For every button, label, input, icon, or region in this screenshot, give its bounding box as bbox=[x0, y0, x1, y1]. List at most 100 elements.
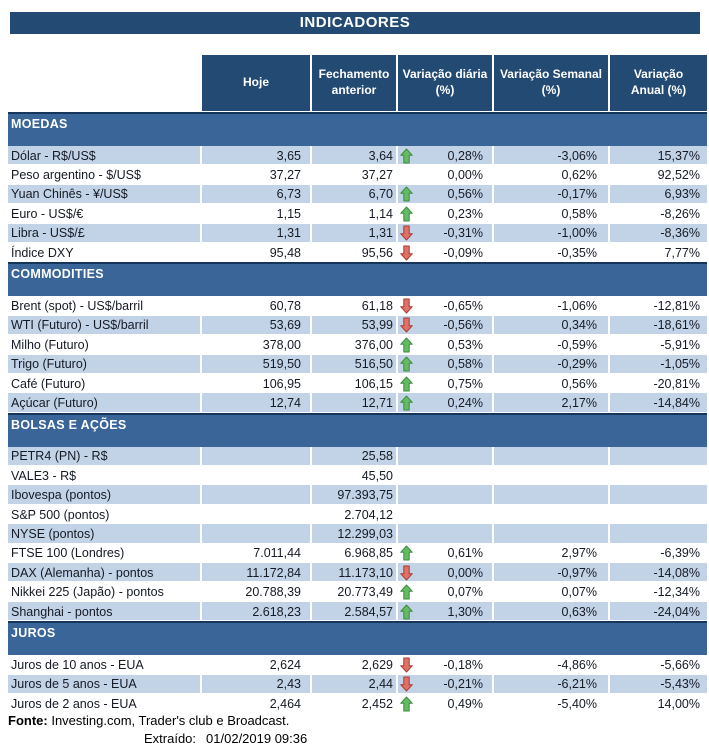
row-label: Índice DXY bbox=[11, 245, 74, 260]
value-fechamento-anterior: 12,71 bbox=[312, 393, 396, 413]
value-variacao-diaria: -0,31% bbox=[398, 223, 492, 243]
column-header-variacao-anual: Variação Anual (%) bbox=[610, 55, 707, 111]
column-header-hoje: Hoje bbox=[202, 55, 310, 111]
value-variacao-semanal bbox=[494, 485, 608, 505]
value-variacao-anual: 7,77% bbox=[664, 245, 700, 260]
value-variacao-anual: -5,91% bbox=[660, 337, 700, 352]
row-label: Yuan Chinês - ¥/US$ bbox=[8, 184, 200, 205]
value-fechamento-anterior: 45,50 bbox=[361, 468, 393, 483]
down-arrow-icon bbox=[400, 245, 413, 261]
value-fechamento-anterior: 12.299,03 bbox=[312, 524, 396, 544]
value-fechamento-anterior: 95,56 bbox=[361, 245, 393, 260]
value-variacao-anual: 15,37% bbox=[610, 146, 707, 166]
row-label: PETR4 (PN) - R$ bbox=[8, 446, 200, 467]
value-fechamento-anterior: 2.584,57 bbox=[312, 601, 396, 622]
value-fechamento-anterior: 37,27 bbox=[361, 168, 393, 183]
table-row-nikkei-225-japao-pontos: Nikkei 225 (Japão) - pontos 20.788,39 20.7… bbox=[8, 582, 707, 601]
value-variacao-diaria: 0,07% bbox=[398, 582, 492, 601]
value-hoje: 60,78 bbox=[269, 299, 301, 314]
value-variacao-semanal: -0,35% bbox=[557, 245, 597, 260]
value-fechamento-anterior: 25,58 bbox=[312, 446, 396, 467]
value-hoje: 12,74 bbox=[202, 393, 310, 413]
value-fechamento-anterior: 11.173,10 bbox=[312, 563, 396, 583]
value-variacao-semanal: 0,34% bbox=[494, 315, 608, 336]
up-arrow-icon bbox=[400, 376, 413, 392]
value-hoje: 11.172,84 bbox=[202, 563, 310, 583]
value-variacao-anual bbox=[610, 466, 707, 485]
table-row-peso-argentino-us: Peso argentino - $/US$ 37,27 37,27 0,00% 0,6… bbox=[8, 165, 707, 184]
value-variacao-diaria: 0,00% bbox=[447, 168, 483, 183]
value-variacao-anual bbox=[610, 485, 707, 505]
value-variacao-diaria: 0,53% bbox=[398, 335, 492, 354]
value-hoje: 95,48 bbox=[269, 245, 301, 260]
value-variacao-diaria: 0,61% bbox=[398, 544, 492, 563]
value-hoje: 20.788,39 bbox=[245, 585, 301, 600]
value-hoje: 3,65 bbox=[202, 146, 310, 166]
value-fechamento-anterior: 2.704,12 bbox=[344, 507, 393, 522]
value-variacao-semanal: -1,06% bbox=[557, 299, 597, 314]
value-fechamento-anterior: 2,44 bbox=[312, 674, 396, 694]
value-variacao-diaria bbox=[398, 446, 492, 467]
section-header-commodities: COMMODITIES bbox=[8, 262, 707, 297]
value-fechamento-anterior: 376,00 bbox=[354, 337, 393, 352]
row-label: Açúcar (Futuro) bbox=[8, 393, 200, 413]
value-variacao-semanal: -5,40% bbox=[557, 696, 597, 711]
value-variacao-diaria: -0,65% bbox=[398, 296, 492, 315]
value-hoje: 106,95 bbox=[262, 376, 301, 391]
value-variacao-semanal bbox=[494, 466, 608, 485]
value-variacao-anual: -8,36% bbox=[610, 223, 707, 243]
value-variacao-semanal: -6,21% bbox=[494, 674, 608, 694]
value-variacao-diaria: 1,30% bbox=[398, 601, 492, 622]
column-header-empty bbox=[8, 55, 200, 111]
row-label: DAX (Alemanha) - pontos bbox=[8, 563, 200, 583]
table-row-yuan-chines-us: Yuan Chinês - ¥/US$ 6,73 6,70 0,56% -0,17% 6,… bbox=[8, 184, 707, 205]
row-label: NYSE (pontos) bbox=[8, 524, 200, 544]
value-fechamento-anterior: 1,31 bbox=[312, 223, 396, 243]
value-variacao-anual: -12,34% bbox=[653, 585, 700, 600]
value-fechamento-anterior: 53,99 bbox=[312, 315, 396, 336]
value-variacao-semanal: 0,62% bbox=[561, 168, 597, 183]
value-hoje bbox=[202, 485, 310, 505]
value-hoje: 378,00 bbox=[262, 337, 301, 352]
value-variacao-semanal bbox=[494, 446, 608, 467]
value-variacao-diaria: 0,23% bbox=[398, 204, 492, 223]
up-arrow-icon bbox=[400, 206, 413, 222]
value-fechamento-anterior: 61,18 bbox=[361, 299, 393, 314]
up-arrow-icon bbox=[400, 696, 413, 712]
table-row-euro-us: Euro - US$/€ 1,15 1,14 0,23% 0,58% -8,26% bbox=[8, 204, 707, 223]
up-arrow-icon bbox=[400, 337, 413, 353]
value-fechamento-anterior: 2,629 bbox=[361, 657, 393, 672]
row-label: Peso argentino - $/US$ bbox=[11, 168, 141, 183]
value-hoje: 1,31 bbox=[202, 223, 310, 243]
value-variacao-diaria bbox=[398, 485, 492, 505]
value-variacao-anual: -6,39% bbox=[660, 546, 700, 561]
down-arrow-icon bbox=[400, 225, 413, 241]
row-label: Dólar - R$/US$ bbox=[8, 146, 200, 166]
table-row-milho-futuro: Milho (Futuro) 378,00 376,00 0,53% -0,59% -5,… bbox=[8, 335, 707, 354]
table-row-libra-us: Libra - US$/£ 1,31 1,31 -0,31% -1,00% -8,36% bbox=[8, 223, 707, 243]
value-variacao-anual: -5,43% bbox=[610, 674, 707, 694]
value-variacao-diaria: 0,28% bbox=[398, 146, 492, 166]
value-variacao-diaria bbox=[398, 505, 492, 524]
value-variacao-anual bbox=[610, 524, 707, 544]
value-variacao-semanal: 0,56% bbox=[561, 376, 597, 391]
value-variacao-semanal: -0,59% bbox=[557, 337, 597, 352]
value-hoje: 7.011,44 bbox=[253, 546, 301, 561]
up-arrow-icon bbox=[400, 545, 413, 561]
table-row-ftse-100-londres: FTSE 100 (Londres) 7.011,44 6.968,85 0,61% 2… bbox=[8, 544, 707, 563]
value-hoje bbox=[202, 505, 310, 524]
value-variacao-diaria: 0,49% bbox=[398, 694, 492, 713]
value-variacao-semanal: -0,29% bbox=[494, 354, 608, 374]
down-arrow-icon bbox=[400, 676, 413, 692]
up-arrow-icon bbox=[400, 186, 413, 202]
value-fechamento-anterior: 516,50 bbox=[312, 354, 396, 374]
table-row-trigo-futuro: Trigo (Futuro) 519,50 516,50 0,58% -0,29% -1,… bbox=[8, 354, 707, 374]
up-arrow-icon bbox=[400, 356, 413, 372]
value-variacao-semanal: -1,00% bbox=[494, 223, 608, 243]
value-variacao-diaria: 0,56% bbox=[398, 184, 492, 205]
down-arrow-icon bbox=[400, 657, 413, 673]
value-hoje: 1,15 bbox=[276, 206, 301, 221]
value-variacao-diaria: 0,24% bbox=[398, 393, 492, 413]
column-header-variacao-diaria: Variação diária (%) bbox=[398, 55, 492, 111]
value-variacao-anual bbox=[610, 446, 707, 467]
